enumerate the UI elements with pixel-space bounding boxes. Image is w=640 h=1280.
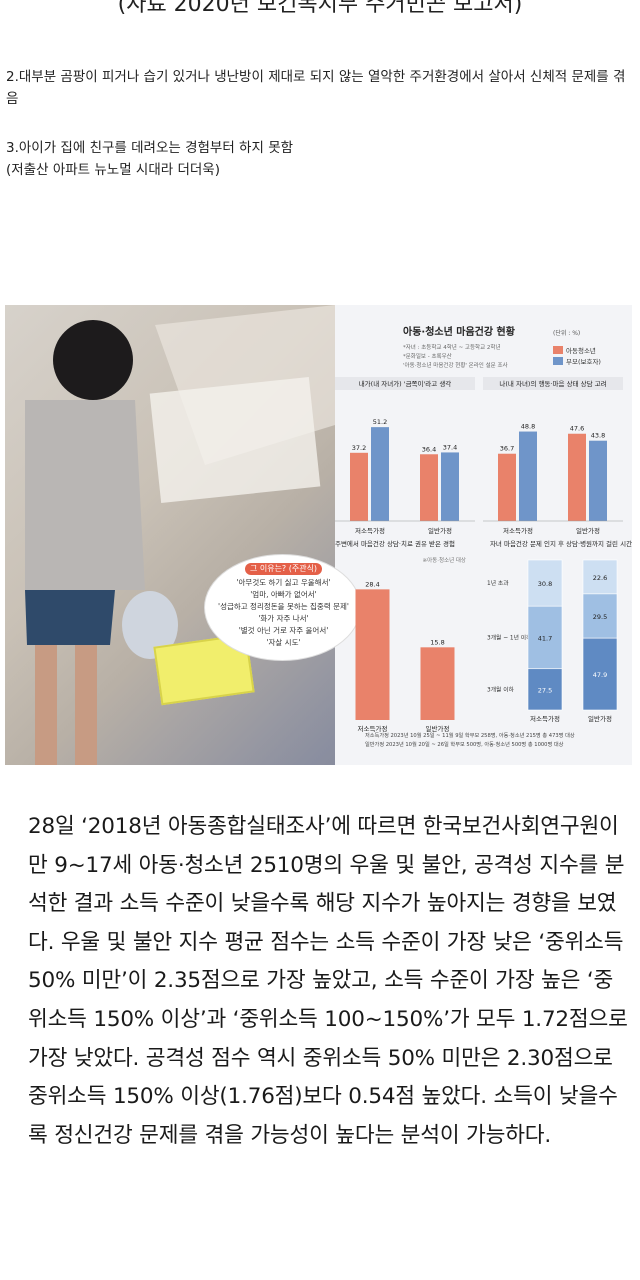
chart-title-bg [335, 377, 475, 390]
bar [420, 454, 438, 521]
speech-bubble-text: 그 이유는? (주관식) '아무것도 하기 싫고 우울해서' '엄마, 아빠가 … [201, 563, 366, 649]
bar-value: 47.6 [570, 425, 584, 433]
bubble-line: '별것 아닌 거로 자주 울어서' [238, 626, 329, 635]
cut-off-caption: (자료 2020년 보건복지부 주거빈곤 보고서) [117, 0, 523, 17]
infographic-note: *자녀 : 초등학교 4학년 ~ 고등학교 2학년 [403, 343, 501, 351]
bar [568, 433, 586, 521]
segment-label: 3개월 ~ 1년 이하 [487, 633, 532, 641]
paragraph-2: 2.대부분 곰팡이 피거나 습기 있거나 냉난방이 제대로 되지 않는 열악한 … [6, 69, 626, 107]
bar-value: 36.7 [500, 445, 514, 453]
bar [498, 453, 516, 521]
category-label: 저소득가정 [358, 724, 388, 733]
bar-value: 41.7 [538, 634, 552, 642]
bar-value: 51.2 [373, 418, 387, 426]
bar-value: 47.9 [593, 671, 607, 679]
child-leg [75, 645, 97, 765]
chart-title-bg [483, 377, 623, 390]
bar-value: 36.4 [422, 445, 436, 453]
paragraph-3-note: (저출산 아파트 뉴노멀 시대라 더더욱) [6, 162, 220, 178]
child-head [53, 320, 133, 400]
child-shorts [25, 590, 115, 645]
bar-value: 22.6 [593, 574, 607, 582]
bubble-line: '자살 시도' [266, 638, 301, 647]
legend-swatch [553, 357, 563, 365]
bar-value: 37.4 [443, 443, 457, 451]
bar-value: 48.8 [521, 423, 535, 431]
bar [420, 647, 455, 720]
child-illustration [25, 305, 335, 765]
chart-title: 자녀 마음건강 문제 인지 후 상담·병원까지 걸린 시간 [490, 539, 632, 548]
category-label: 저소득가정 [503, 526, 533, 535]
toy-bunny [122, 591, 178, 659]
infographic-note: '아동·청소년 마음건강 현황' 온라인 설문 조사 [403, 361, 508, 369]
bubble-title: 그 이유는? (주관식) [244, 563, 323, 575]
bar [441, 452, 459, 521]
segment-label: 3개월 이하 [487, 685, 515, 693]
category-label: 일반가정 [426, 724, 450, 733]
category-label: 일반가정 [576, 526, 600, 535]
footnote: 저소득가정 2023년 10월 25일 ~ 11월 9일 학부모 258명, 아… [365, 731, 575, 739]
footnote: 일반가정 2023년 10월 20일 ~ 26일 학부모 500명, 아동·청소… [365, 740, 564, 748]
bar-value: 43.8 [591, 432, 605, 440]
bubble-line: '화가 자주 나서' [258, 614, 309, 623]
chart-title: 나(내 자녀)의 행동·마음 상태 상담 고려 [499, 379, 606, 388]
chart-title: 주변에서 마음건강 상담·치료 권유 받은 경험 [335, 539, 455, 548]
stacked-bar-segment [582, 559, 618, 595]
bubble-line: '아무것도 하기 싫고 우울해서' [236, 578, 331, 587]
clipboard [149, 376, 321, 504]
legend-swatch [553, 346, 563, 354]
article-body: 28일 ‘2018년 아동종합실태조사’에 따르면 한국보건사회연구원이 만 9… [28, 814, 628, 1148]
bubble-line: '엄마, 아빠가 없어서' [250, 590, 317, 599]
child-shirt [25, 400, 145, 590]
bar [371, 427, 389, 521]
bar [519, 431, 537, 521]
charts-svg: 아동·청소년 마음건강 현황 (단위 : %) *자녀 : 초등학교 4학년 ~ 고… [335, 325, 632, 748]
category-label: 일반가정 [428, 526, 452, 535]
stacked-bar-segment [527, 668, 563, 711]
bar-value: 37.2 [352, 444, 366, 452]
child-leg [35, 645, 57, 765]
bar-value: 15.8 [430, 638, 444, 646]
category-label: 저소득가정 [530, 714, 560, 723]
bar-value: 29.5 [593, 613, 607, 621]
bar-value: 28.4 [365, 580, 379, 588]
infographic-unit: (단위 : %) [553, 329, 580, 337]
segment-label: 1년 초과 [487, 579, 509, 587]
bar-value: 30.8 [538, 580, 552, 588]
infographic-title: 아동·청소년 마음건강 현황 [403, 325, 516, 338]
infographic: 그 이유는? (주관식) '아무것도 하기 싫고 우울해서' '엄마, 아빠가 … [5, 305, 632, 765]
category-label: 일반가정 [588, 714, 612, 723]
chart-note: ※아동·청소년 대상 [422, 556, 466, 564]
stacked-bar-segment [527, 605, 563, 670]
paragraph-3: 3.아이가 집에 친구를 데려오는 경험부터 하지 못함 (저출산 아파트 뉴노… [6, 137, 634, 181]
stacked-bar-segment [582, 637, 618, 711]
bar [350, 452, 368, 521]
category-label: 저소득가정 [355, 526, 385, 535]
bar [589, 440, 607, 521]
bar [355, 589, 390, 720]
chart-title: 내가(내 자녀가) '금쪽이'라고 생각 [359, 379, 452, 388]
legend-label: 부모(보호자) [566, 357, 601, 366]
bar-value: 27.5 [538, 686, 552, 694]
bubble-line: '성급하고 정리정돈을 못하는 집중력 문제' [218, 602, 349, 611]
infographic-note: *문화일보 - 초록우산 [403, 352, 452, 360]
paragraph-3-line: 3.아이가 집에 친구를 데려오는 경험부터 하지 못함 [6, 140, 294, 156]
legend-label: 아동청소년 [566, 346, 596, 355]
